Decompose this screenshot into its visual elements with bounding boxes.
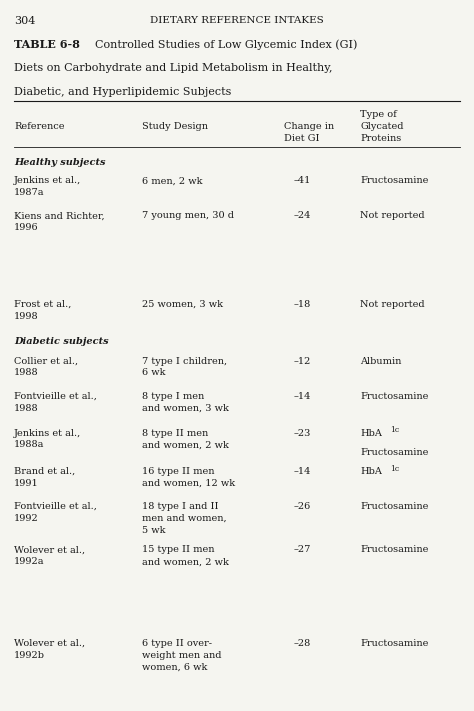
Text: DIETARY REFERENCE INTAKES: DIETARY REFERENCE INTAKES [150,16,324,26]
Text: Fructosamine: Fructosamine [360,176,428,186]
Text: –14: –14 [294,467,311,476]
Text: Fructosamine: Fructosamine [360,449,428,457]
Text: Study Design: Study Design [142,122,208,132]
Text: 1c: 1c [390,465,399,473]
Text: TABLE 6-8: TABLE 6-8 [14,39,80,50]
Text: Change in
Diet GI: Change in Diet GI [284,122,335,143]
Text: –41: –41 [294,176,311,186]
Text: Frost et al.,
1998: Frost et al., 1998 [14,300,72,321]
Text: –27: –27 [294,545,311,555]
Text: 15 type II men
and women, 2 wk: 15 type II men and women, 2 wk [142,545,229,566]
Text: Healthy subjects: Healthy subjects [14,158,106,167]
Text: 25 women, 3 wk: 25 women, 3 wk [142,300,223,309]
Text: 8 type I men
and women, 3 wk: 8 type I men and women, 3 wk [142,392,229,412]
Text: Diets on Carbohydrate and Lipid Metabolism in Healthy,: Diets on Carbohydrate and Lipid Metaboli… [14,63,333,73]
Text: 16 type II men
and women, 12 wk: 16 type II men and women, 12 wk [142,467,235,488]
Text: HbA: HbA [360,429,382,437]
Text: 7 young men, 30 d: 7 young men, 30 d [142,211,234,220]
Text: –12: –12 [294,357,311,365]
Text: Reference: Reference [14,122,65,132]
Text: Diabetic subjects: Diabetic subjects [14,336,109,346]
Text: Not reported: Not reported [360,300,425,309]
Text: Kiens and Richter,
1996: Kiens and Richter, 1996 [14,211,105,232]
Text: 18 type I and II
men and women,
5 wk: 18 type I and II men and women, 5 wk [142,502,227,535]
Text: Fructosamine: Fructosamine [360,545,428,555]
Text: Type of
Glycated
Proteins: Type of Glycated Proteins [360,110,404,143]
Text: 6 type II over-
weight men and
women, 6 wk: 6 type II over- weight men and women, 6 … [142,639,222,672]
Text: 7 type I children,
6 wk: 7 type I children, 6 wk [142,357,228,378]
Text: –24: –24 [294,211,311,220]
Text: Controlled Studies of Low Glycemic Index (GI): Controlled Studies of Low Glycemic Index… [88,39,357,50]
Text: Wolever et al.,
1992a: Wolever et al., 1992a [14,545,85,566]
Text: –18: –18 [294,300,311,309]
Text: –26: –26 [294,502,311,511]
Text: –23: –23 [294,429,311,437]
Text: Fontvieille et al.,
1992: Fontvieille et al., 1992 [14,502,97,523]
Text: Albumin: Albumin [360,357,401,365]
Text: Diabetic, and Hyperlipidemic Subjects: Diabetic, and Hyperlipidemic Subjects [14,87,232,97]
Text: 8 type II men
and women, 2 wk: 8 type II men and women, 2 wk [142,429,229,449]
Text: Fructosamine: Fructosamine [360,392,428,401]
Text: Jenkins et al.,
1988a: Jenkins et al., 1988a [14,429,82,449]
Text: Not reported: Not reported [360,211,425,220]
Text: 6 men, 2 wk: 6 men, 2 wk [142,176,203,186]
Text: –14: –14 [294,392,311,401]
Text: Brand et al.,
1991: Brand et al., 1991 [14,467,75,488]
Text: 304: 304 [14,16,36,26]
Text: Collier et al.,
1988: Collier et al., 1988 [14,357,78,378]
Text: –28: –28 [294,639,311,648]
Text: Fructosamine: Fructosamine [360,502,428,511]
Text: Fontvieille et al.,
1988: Fontvieille et al., 1988 [14,392,97,412]
Text: HbA: HbA [360,467,382,476]
Text: Fructosamine: Fructosamine [360,639,428,648]
Text: Jenkins et al.,
1987a: Jenkins et al., 1987a [14,176,82,197]
Text: 1c: 1c [390,427,399,434]
Text: Wolever et al.,
1992b: Wolever et al., 1992b [14,639,85,660]
